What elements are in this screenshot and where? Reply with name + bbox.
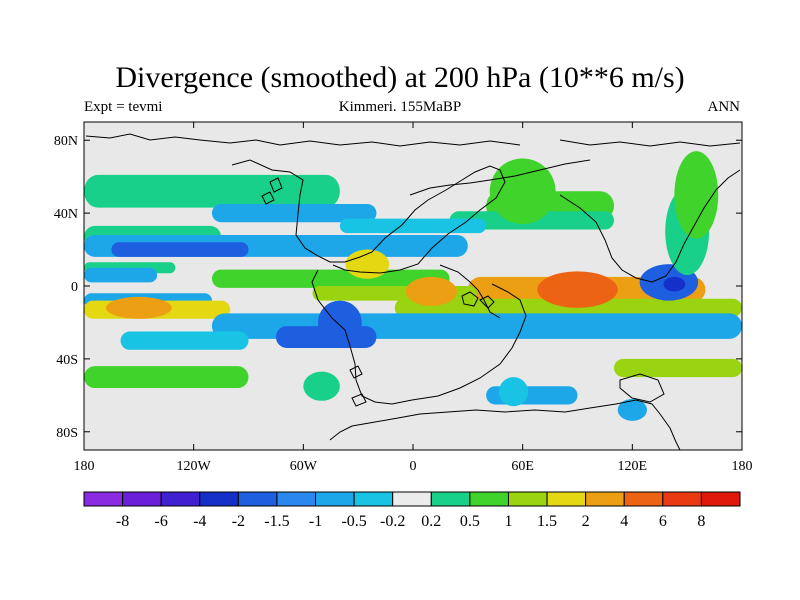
coast-islands-b xyxy=(349,365,367,407)
colorbar-swatch xyxy=(122,491,162,507)
field-patch-7 xyxy=(674,151,719,239)
field-band-7 xyxy=(339,218,487,234)
colorbar-swatch xyxy=(392,491,432,507)
colorbar: -8 -6 -4 -2 -1.5 -1 -0.5 -0.2 0.2 0.5 1 1.5 2 4 6 8 xyxy=(83,491,741,530)
y-tick-label: 0 xyxy=(71,280,78,295)
field-patch-1 xyxy=(405,276,457,307)
coast-islands-a xyxy=(461,291,495,309)
colorbar-swatch xyxy=(160,491,201,507)
colorbar-swatch xyxy=(469,491,509,507)
x-tick-label: 0 xyxy=(410,459,417,474)
colorbar-label: 6 xyxy=(659,513,667,530)
colorbar-swatch xyxy=(546,491,587,507)
field-patch-3 xyxy=(317,300,362,345)
plot-title: Divergence (smoothed) at 200 hPa (10**6 … xyxy=(115,61,685,94)
x-tick-label: 180 xyxy=(74,459,95,474)
y-axis: 80N 40N 0 40S 80S xyxy=(54,134,742,441)
field-patch-12 xyxy=(303,371,340,401)
x-tick-label: 120E xyxy=(618,459,648,474)
colorbar-label: -2 xyxy=(232,513,245,530)
coast-africa-west xyxy=(439,264,501,319)
colorbar-swatch xyxy=(662,491,702,507)
colorbar-label: 0.2 xyxy=(421,513,441,530)
coast-islands-c xyxy=(261,177,283,205)
colorbar-swatch xyxy=(623,491,664,507)
field-band-3 xyxy=(111,242,249,257)
field-band-10 xyxy=(211,269,450,288)
colorbar-label: -0.5 xyxy=(341,513,366,530)
x-tick-label: 120W xyxy=(177,459,212,474)
colorbar-label: 1 xyxy=(504,513,512,530)
divergence-field xyxy=(84,151,742,421)
y-tick-label: 40S xyxy=(56,353,78,368)
coast-north-continent xyxy=(409,159,591,196)
field-patch-11 xyxy=(617,398,647,421)
colorbar-swatch xyxy=(276,491,317,507)
y-tick-label: 80N xyxy=(54,134,78,149)
colorbar-label: 4 xyxy=(620,513,628,530)
field-patch-0 xyxy=(489,158,556,225)
colorbar-swatch xyxy=(585,491,625,507)
y-tick-label: 40N xyxy=(54,207,78,222)
colorbar-swatch xyxy=(430,491,471,507)
coastlines xyxy=(85,133,741,450)
colorbar-label: -1.5 xyxy=(264,513,289,530)
colorbar-label: -4 xyxy=(193,513,206,530)
coast-antarctica xyxy=(329,399,681,450)
field-band-15 xyxy=(394,298,742,317)
colorbar-swatch xyxy=(237,491,278,507)
colorbar-label: 0.5 xyxy=(460,513,480,530)
field-patch-9 xyxy=(105,296,172,319)
coast-south-america xyxy=(311,269,527,405)
colorbar-label: -8 xyxy=(116,513,129,530)
coast-arctic-east xyxy=(559,139,741,147)
colorbar-label: 2 xyxy=(582,513,590,530)
coast-east-island xyxy=(619,373,665,403)
y-tick-label: 80S xyxy=(56,426,78,441)
field-patch-10 xyxy=(498,377,529,407)
season-label: ANN xyxy=(707,99,741,115)
x-tick-label: 60E xyxy=(511,459,534,474)
colorbar-label: 8 xyxy=(697,513,705,530)
colorbar-label: 1.5 xyxy=(537,513,557,530)
x-tick-label: 180 xyxy=(732,459,753,474)
coast-asia xyxy=(559,169,741,283)
field-band-19 xyxy=(84,366,249,389)
field-band-9 xyxy=(84,267,158,283)
period-label: Kimmeri. 155MaBP xyxy=(338,99,462,115)
field-band-20 xyxy=(614,358,742,378)
colorbar-label: -1 xyxy=(309,513,322,530)
experiment-label: Expt = tevmi xyxy=(84,99,163,115)
coast-north-america xyxy=(231,159,506,274)
field-band-4 xyxy=(211,204,377,223)
field-band-18 xyxy=(120,331,249,350)
colorbar-swatch xyxy=(83,491,124,507)
field-patch-5 xyxy=(663,276,686,292)
x-axis: 180 120W 60W 0 60E 120E 180 xyxy=(74,122,753,474)
colorbar-swatch xyxy=(700,491,741,507)
colorbar-label: -0.2 xyxy=(380,513,405,530)
colorbar-swatch xyxy=(199,491,239,507)
colorbar-label: -6 xyxy=(155,513,168,530)
colorbar-swatch xyxy=(315,491,355,507)
colorbar-swatch xyxy=(353,491,394,507)
field-patch-8 xyxy=(537,271,618,308)
field-band-0 xyxy=(84,174,340,208)
x-tick-label: 60W xyxy=(290,459,318,474)
colorbar-swatch xyxy=(507,491,548,507)
coast-arctic xyxy=(85,133,521,147)
